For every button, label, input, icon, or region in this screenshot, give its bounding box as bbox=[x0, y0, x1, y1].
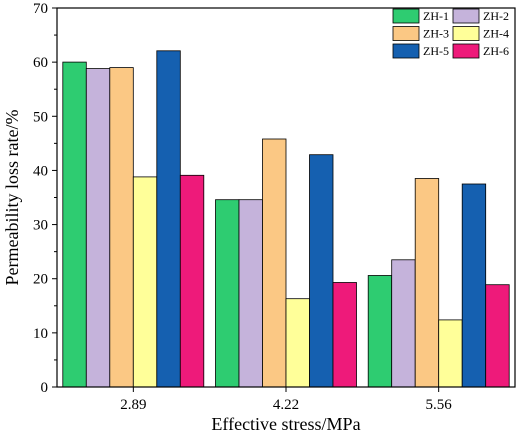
y-tick-label: 10 bbox=[33, 326, 48, 342]
y-axis-title: Permeability loss rate/% bbox=[2, 110, 22, 286]
x-tick-label: 4.22 bbox=[273, 397, 299, 413]
legend-swatch-zh-5 bbox=[392, 43, 420, 59]
x-tick-label: 5.56 bbox=[426, 397, 453, 413]
bar-zh-5-4_22 bbox=[309, 154, 334, 388]
y-tick-label: 70 bbox=[33, 1, 48, 17]
bar-zh-3-5_56 bbox=[414, 178, 440, 388]
legend-swatch-zh-1 bbox=[392, 8, 420, 24]
y-tick-label: 40 bbox=[33, 163, 48, 179]
legend-label-zh-1: ZH-1 bbox=[423, 9, 449, 23]
bar-zh-4-2_89 bbox=[132, 176, 158, 388]
legend-swatch-zh-6 bbox=[452, 43, 480, 59]
legend-swatch-zh-2 bbox=[452, 8, 480, 24]
bar-zh-4-4_22 bbox=[285, 298, 310, 388]
bar-zh-1-4_22 bbox=[215, 199, 240, 388]
bar-zh-1-5_56 bbox=[367, 275, 393, 388]
bar-zh-5-2_89 bbox=[156, 50, 181, 388]
legend-label-zh-3: ZH-3 bbox=[423, 27, 449, 41]
y-tick-label: 30 bbox=[33, 218, 48, 234]
bar-zh-2-2_89 bbox=[85, 68, 111, 388]
bar-zh-2-5_56 bbox=[391, 259, 416, 388]
bar-zh-5-5_56 bbox=[461, 183, 487, 388]
x-axis-title: Effective stress/MPa bbox=[211, 414, 360, 434]
y-tick-label: 20 bbox=[33, 272, 48, 288]
y-tick-label: 0 bbox=[41, 380, 49, 396]
bar-zh-1-2_89 bbox=[62, 61, 87, 388]
x-tick-label: 2.89 bbox=[120, 397, 146, 413]
axes-group: 0 10 20 30 40 50 60 70 2.89 4.22 5.56 bbox=[33, 1, 516, 413]
bar-zh-2-4_22 bbox=[238, 199, 263, 388]
y-tick-label: 50 bbox=[33, 109, 48, 125]
legend: ZH-1 ZH-2 ZH-3 ZH-4 ZH-5 ZH-6 bbox=[392, 8, 509, 59]
bar-zh-6-2_89 bbox=[179, 174, 205, 388]
legend-label-zh-6: ZH-6 bbox=[483, 44, 509, 58]
bar-zh-6-4_22 bbox=[332, 282, 357, 388]
legend-label-zh-2: ZH-2 bbox=[483, 9, 509, 23]
bar-zh-6-5_56 bbox=[485, 284, 510, 388]
legend-swatch-zh-4 bbox=[452, 26, 480, 41]
y-tick-label: 60 bbox=[33, 55, 48, 71]
legend-label-zh-5: ZH-5 bbox=[423, 44, 449, 58]
bar-zh-3-4_22 bbox=[262, 138, 287, 388]
legend-swatch-zh-3 bbox=[392, 26, 420, 41]
bar-zh-3-2_89 bbox=[109, 67, 134, 388]
bars-group bbox=[62, 50, 510, 388]
bar-zh-4-5_56 bbox=[438, 319, 463, 388]
legend-label-zh-4: ZH-4 bbox=[483, 27, 509, 41]
